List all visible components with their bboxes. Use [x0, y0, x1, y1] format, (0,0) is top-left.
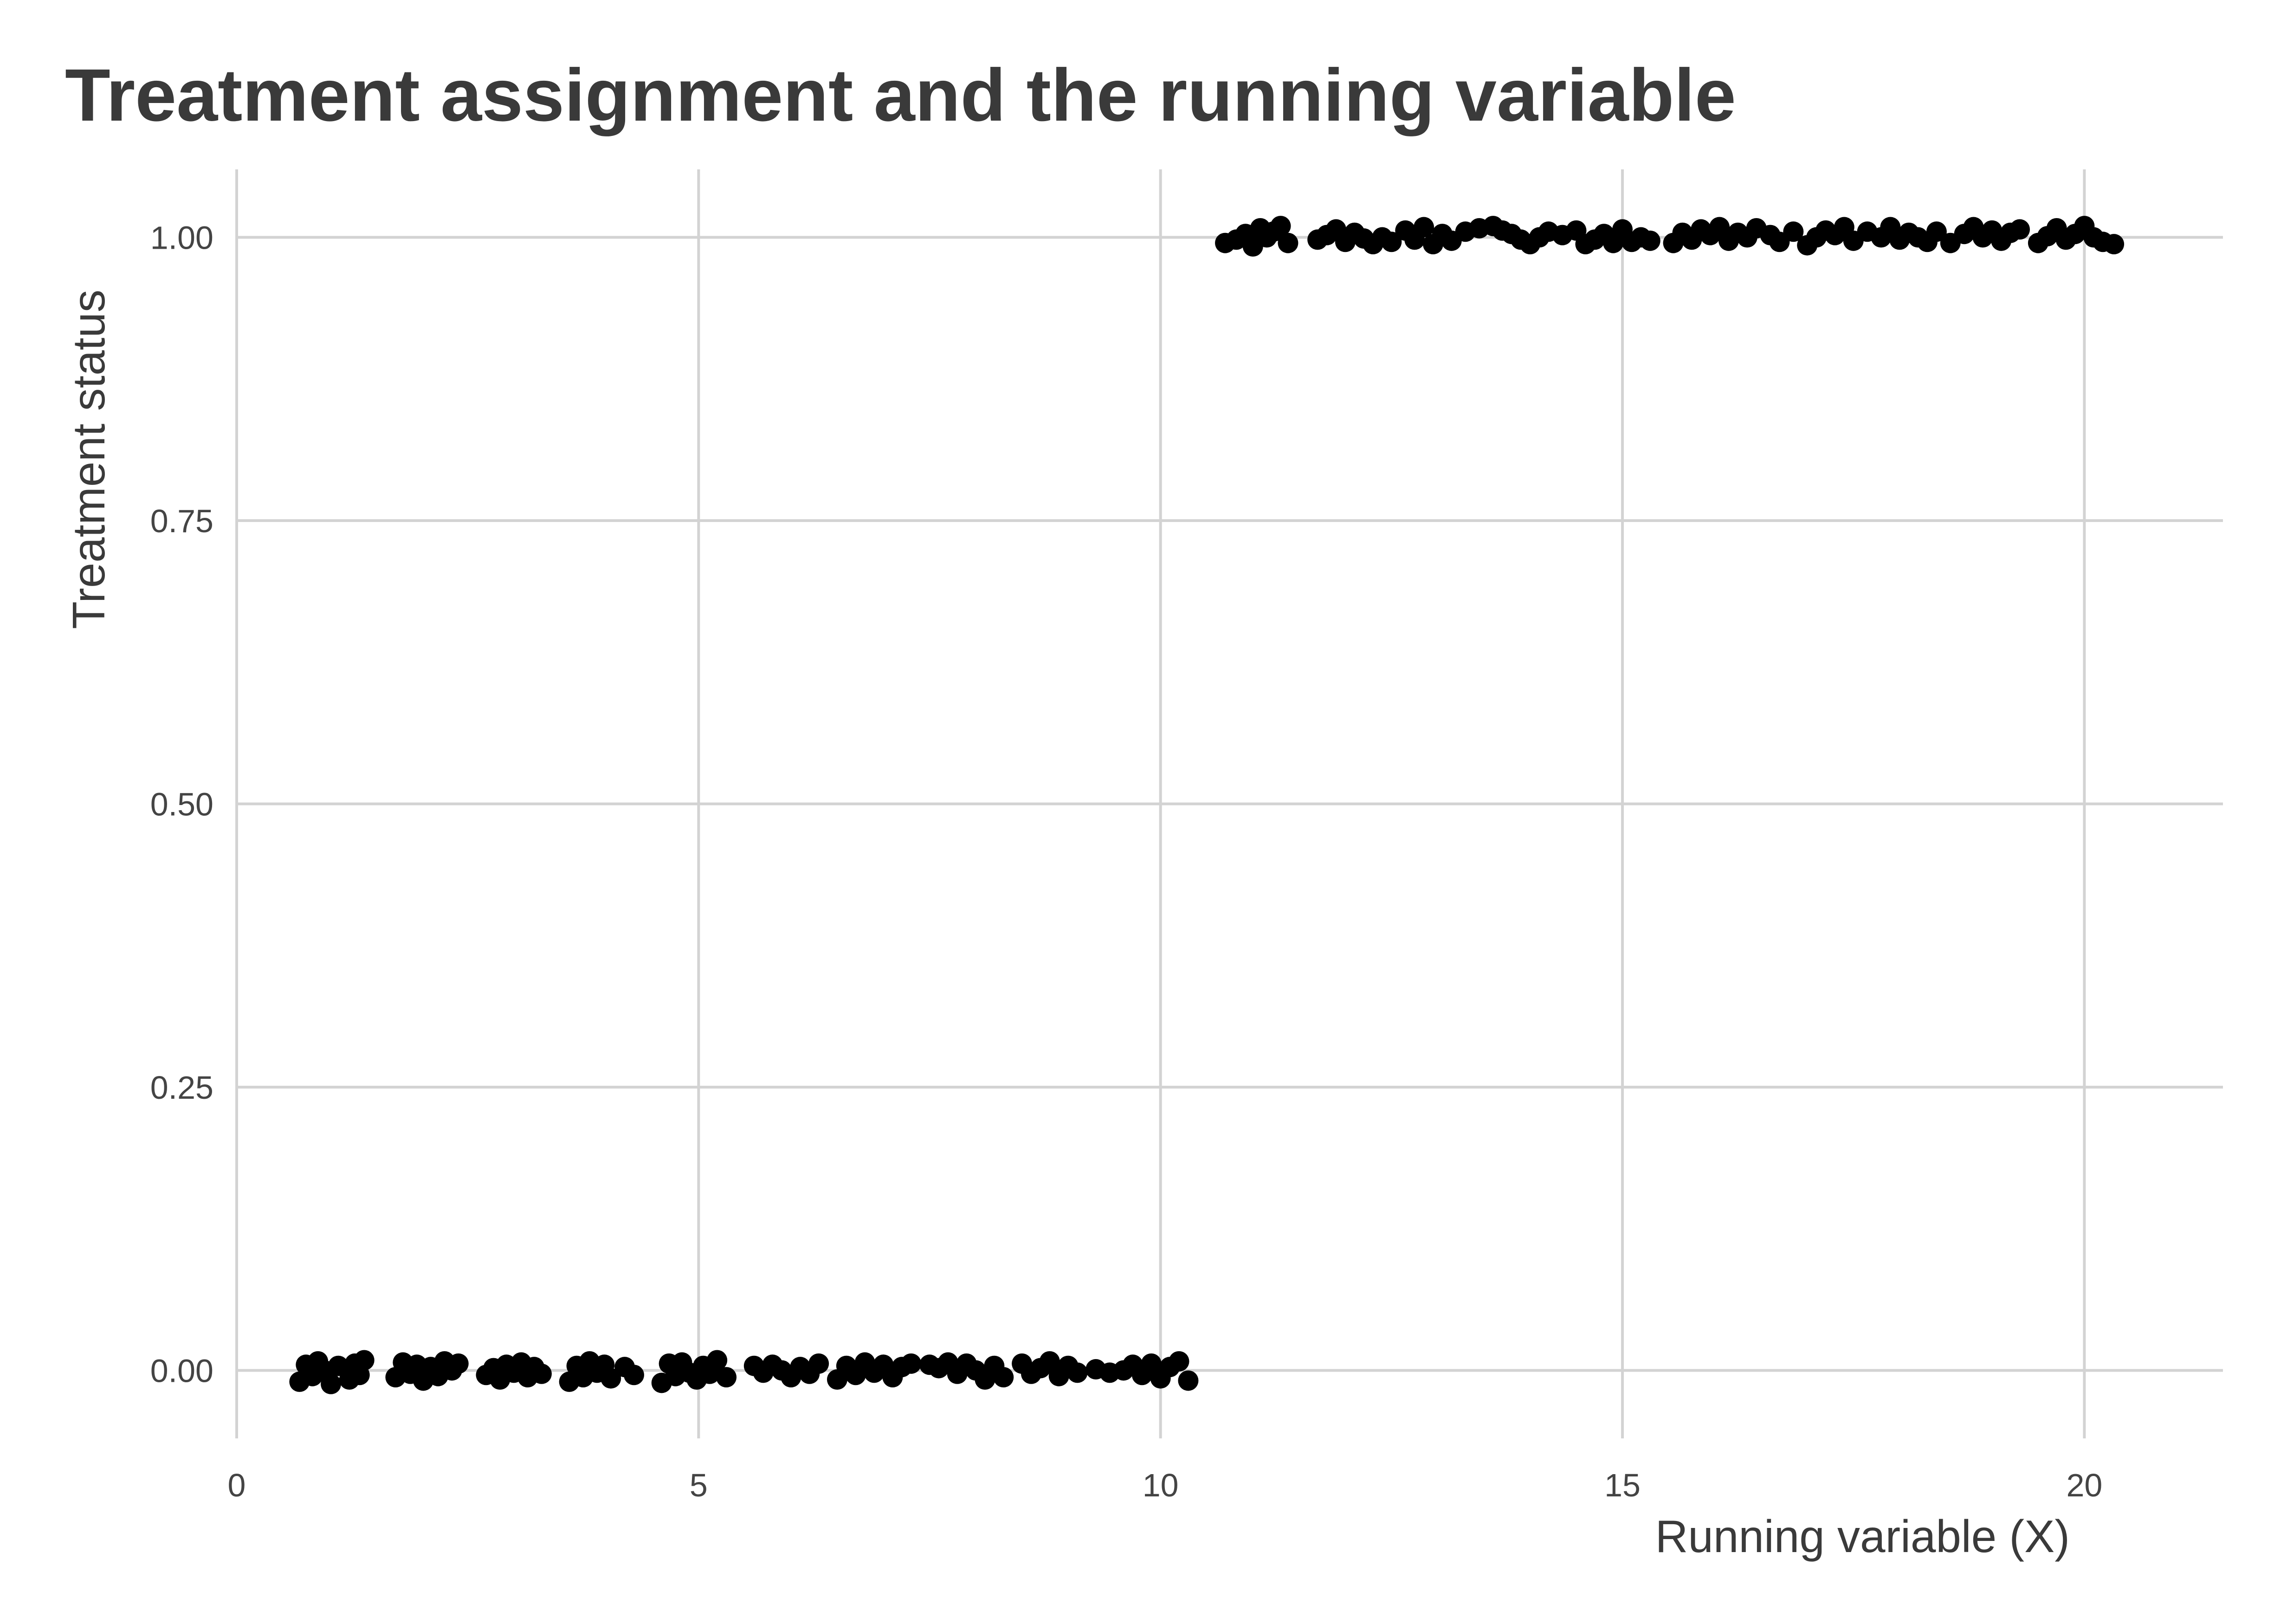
- data-point: [531, 1363, 552, 1384]
- data-point: [601, 1368, 621, 1389]
- tick-labels: 0 5 10 15 20 0.00 0.25 0.50 0.75 1.00: [150, 220, 2103, 1503]
- x-tick-label: 15: [1604, 1467, 1641, 1503]
- x-axis-label: Running variable (X): [1655, 1511, 2070, 1562]
- grid-lines: [235, 169, 2223, 1438]
- y-tick-label: 0.75: [150, 503, 213, 539]
- data-point: [328, 1355, 349, 1376]
- data-point: [707, 1350, 728, 1371]
- y-tick-label: 0.50: [150, 786, 213, 823]
- data-point: [1926, 221, 1947, 242]
- data-point: [1067, 1362, 1088, 1383]
- data-point: [2009, 219, 2030, 240]
- data-point: [1178, 1370, 1199, 1391]
- data-point: [808, 1353, 829, 1374]
- data-point: [1039, 1351, 1060, 1372]
- x-tick-label: 0: [228, 1467, 246, 1503]
- data-point: [1381, 232, 1402, 252]
- data-point: [2104, 234, 2125, 255]
- chart-title: Treatment assignment and the running var…: [65, 53, 1736, 136]
- x-tick-label: 20: [2066, 1467, 2102, 1503]
- data-points: [289, 216, 2125, 1394]
- y-axis-label: Treatment status: [63, 290, 114, 629]
- y-tick-label: 1.00: [150, 220, 213, 256]
- data-point: [448, 1353, 469, 1374]
- data-point: [1270, 216, 1291, 237]
- data-point: [1278, 232, 1299, 253]
- x-tick-label: 10: [1143, 1467, 1179, 1503]
- y-tick-label: 0.25: [150, 1070, 213, 1106]
- data-point: [1169, 1351, 1189, 1372]
- data-point: [993, 1367, 1014, 1388]
- data-point: [716, 1367, 737, 1388]
- data-point: [624, 1365, 644, 1386]
- y-tick-label: 0.00: [150, 1353, 213, 1389]
- data-point: [1141, 1353, 1162, 1374]
- data-point: [1414, 217, 1434, 238]
- data-point: [901, 1353, 922, 1374]
- data-point: [321, 1373, 342, 1394]
- data-point: [1640, 230, 1660, 251]
- data-point: [354, 1350, 375, 1371]
- data-point: [1783, 221, 1804, 242]
- x-tick-label: 5: [690, 1467, 708, 1503]
